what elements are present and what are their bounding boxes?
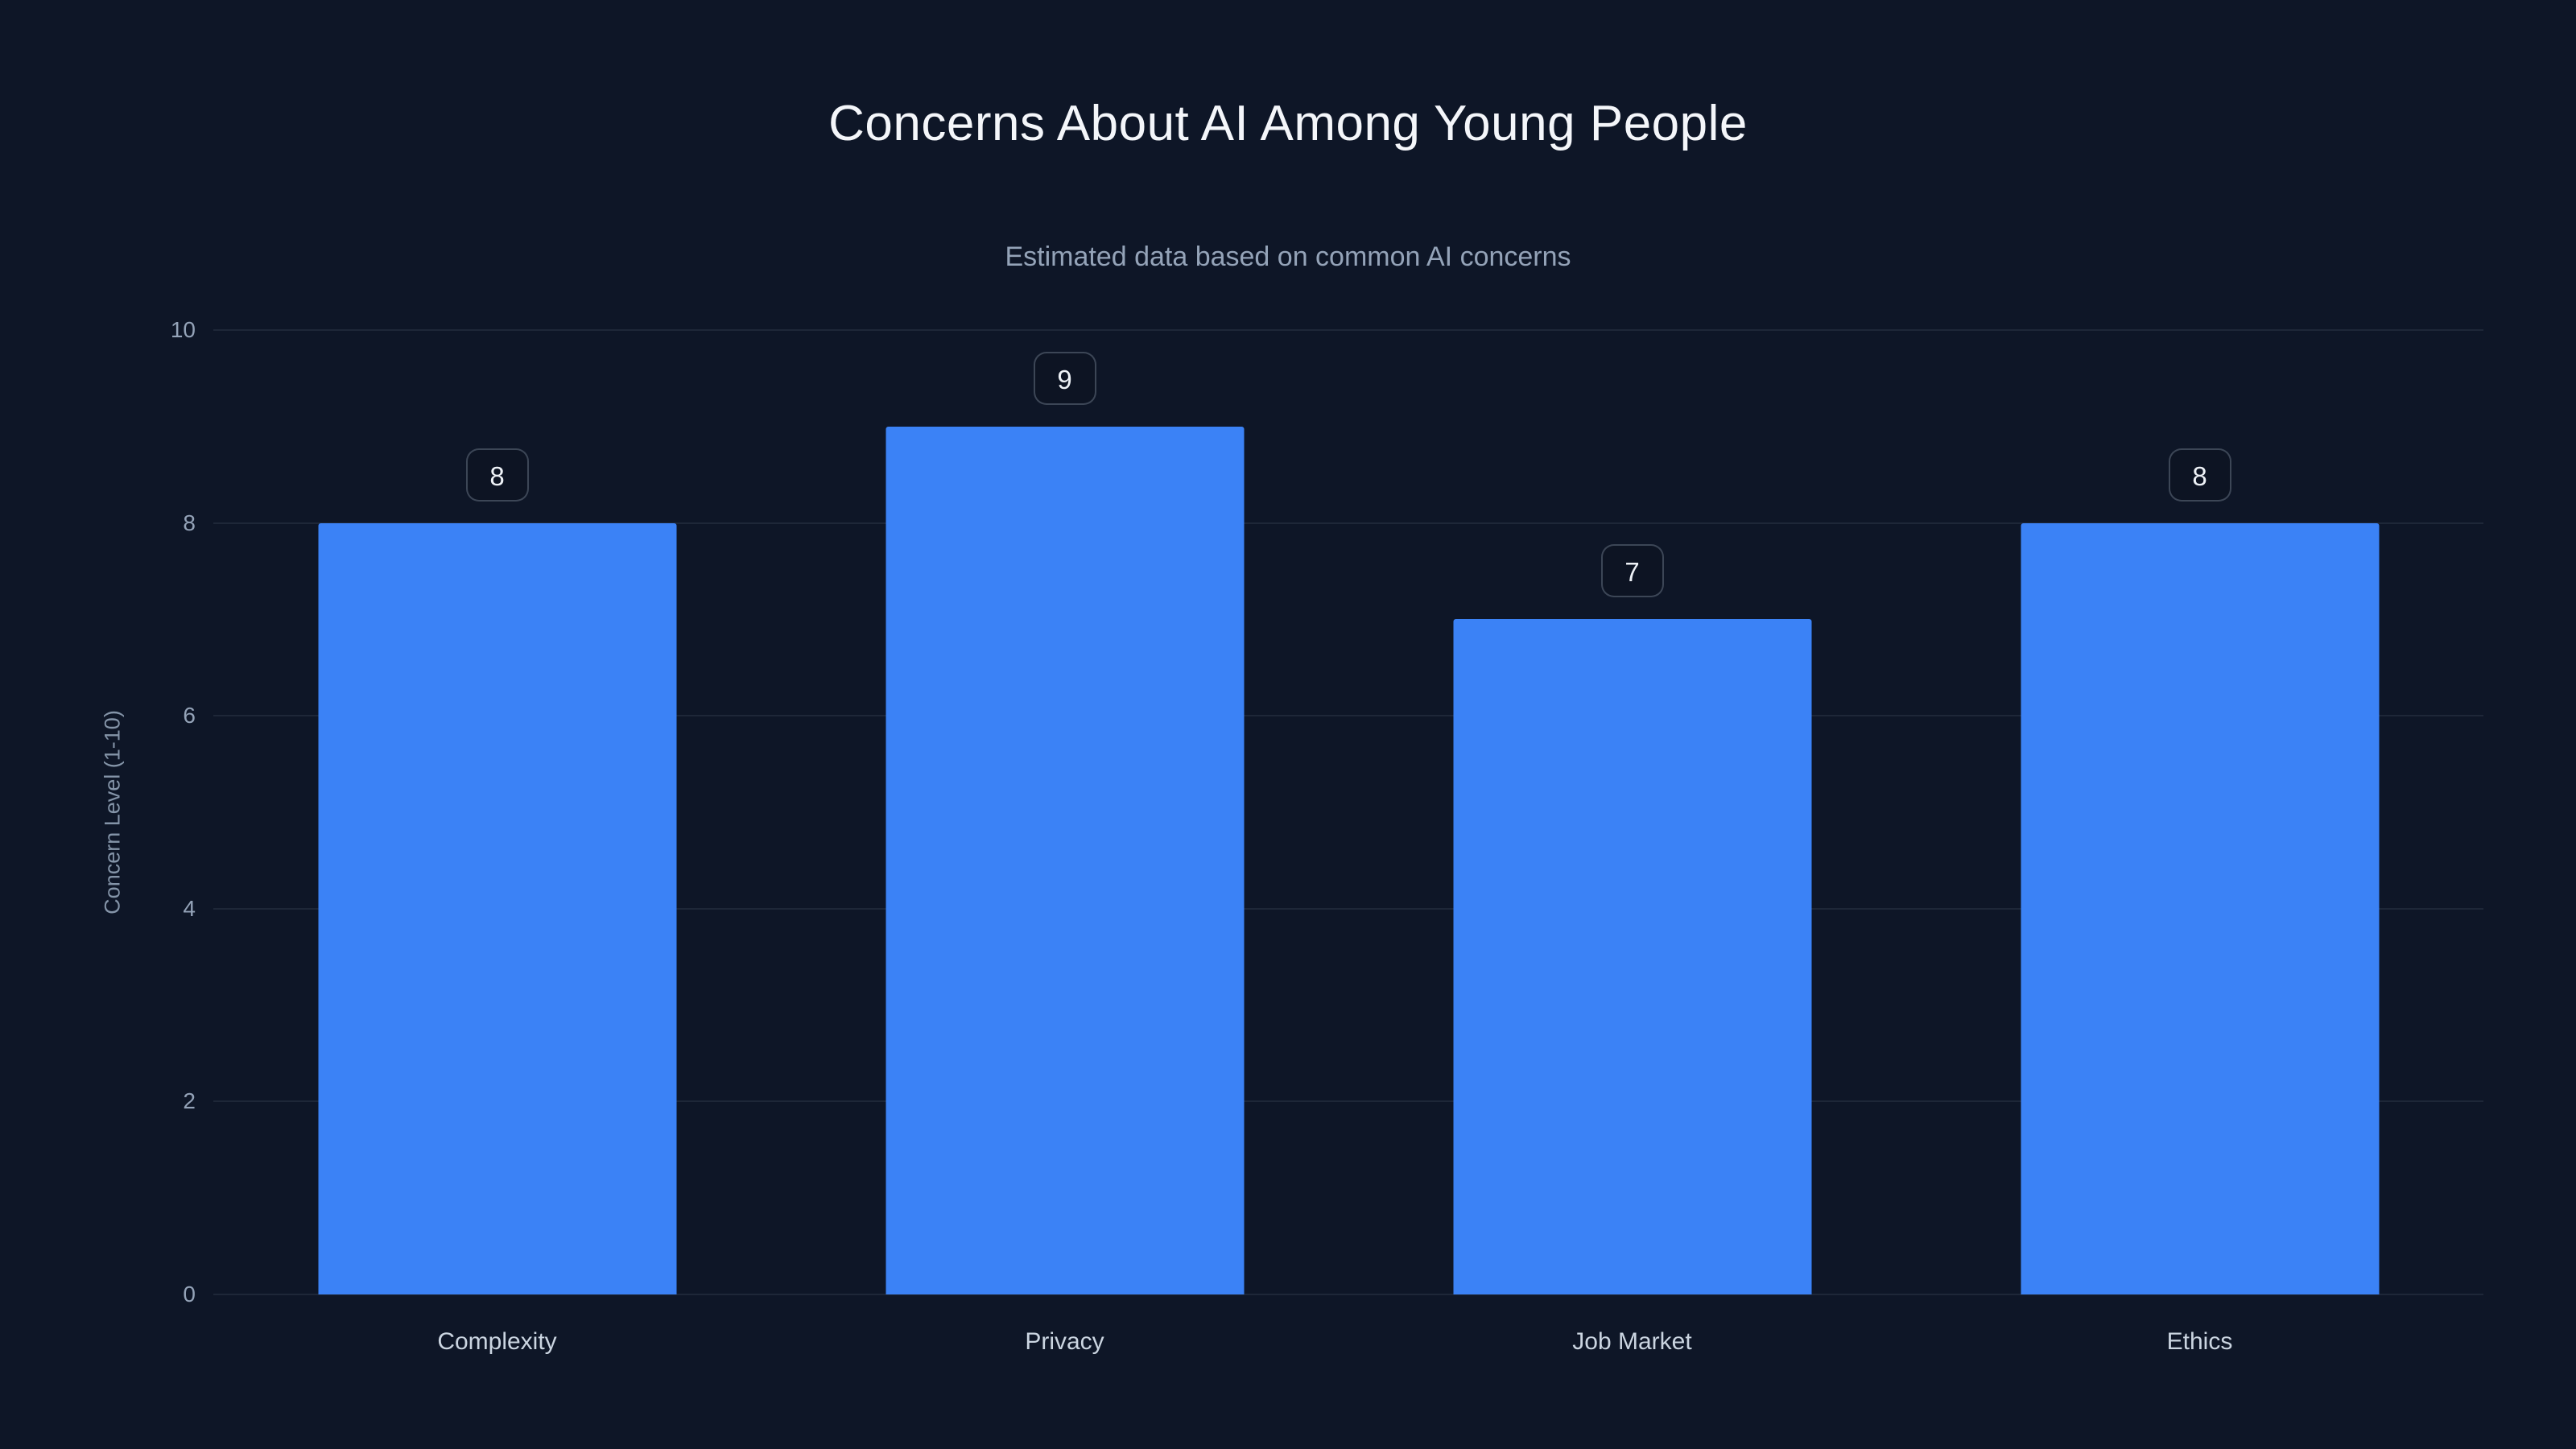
gridline xyxy=(213,1100,2483,1103)
bar[interactable] xyxy=(886,426,1244,1294)
gridline xyxy=(213,715,2483,717)
y-axis-tick-label: 4 xyxy=(183,895,196,921)
y-axis-title: Concern Level (1-10) xyxy=(100,710,125,914)
gridline xyxy=(213,329,2483,331)
bar-value-badge: 9 xyxy=(1033,351,1096,405)
bar[interactable] xyxy=(1453,619,1811,1294)
x-axis-label: Privacy xyxy=(1025,1328,1104,1355)
bar-value-badge: 8 xyxy=(465,448,529,502)
gridline xyxy=(213,522,2483,524)
chart-title: Concerns About AI Among Young People xyxy=(828,96,1748,151)
y-axis-tick-label: 0 xyxy=(183,1282,196,1307)
x-axis-label: Complexity xyxy=(437,1328,557,1355)
bar-value-badge: 8 xyxy=(2168,448,2231,502)
x-axis-label: Ethics xyxy=(2166,1328,2233,1355)
y-axis-tick-label: 2 xyxy=(183,1088,196,1114)
x-axis-label: Job Market xyxy=(1572,1328,1692,1355)
y-axis-tick-label: 6 xyxy=(183,703,196,729)
gridline xyxy=(213,907,2483,910)
bar[interactable] xyxy=(2021,522,2379,1294)
chart-subtitle: Estimated data based on common AI concer… xyxy=(1005,242,1571,272)
y-axis-tick-label: 10 xyxy=(170,317,196,342)
bar-value-badge: 7 xyxy=(1600,544,1664,598)
bar[interactable] xyxy=(318,522,676,1294)
y-axis-tick-label: 8 xyxy=(183,510,196,535)
gridline xyxy=(213,1294,2483,1295)
bar-chart-plot-area: Concern Level (1-10) 0 2 4 6 8 10 8 9 7 8 Comple… xyxy=(101,319,2483,1355)
